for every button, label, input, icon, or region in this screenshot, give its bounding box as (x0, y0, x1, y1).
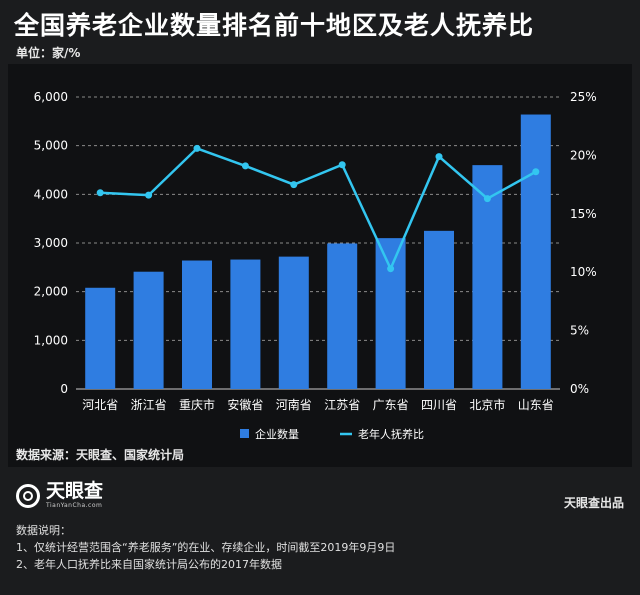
bar (472, 165, 503, 389)
data-source: 数据来源：天眼查、国家统计局 (16, 448, 185, 462)
y-right-tick-label: 15% (570, 207, 597, 221)
ratio-point (435, 153, 443, 161)
x-category-label: 山东省 (518, 398, 554, 412)
y-left-tick-label: 2,000 (34, 285, 68, 299)
y-right-tick-label: 10% (570, 265, 597, 279)
x-category-label: 安徽省 (227, 397, 263, 412)
y-left-tick-label: 3,000 (34, 236, 68, 250)
y-left-tick-label: 4,000 (34, 187, 68, 201)
y-left-tick-label: 5,000 (34, 139, 68, 153)
notes-line-1: 1、仅统计经营范围含“养老服务”的在业、存续企业，时间截至2019年9月9日 (16, 541, 396, 554)
x-category-label: 浙江省 (131, 398, 167, 412)
logo-domain: TianYanCha.com (46, 502, 103, 509)
chart: 0 1,000 2,000 3,000 4,000 5,000 6,000 0% 5% 10% 15… (34, 90, 597, 441)
ratio-point (145, 191, 153, 199)
bar (133, 271, 164, 389)
y-left-tick-label: 0 (60, 382, 68, 396)
ratio-point (483, 195, 491, 203)
eye-logo-icon (16, 483, 40, 508)
bar (327, 243, 358, 389)
bar (278, 256, 309, 389)
bar (424, 230, 454, 389)
ratio-line (100, 146, 537, 272)
x-category-label: 河南省 (276, 397, 312, 412)
notes-heading: 数据说明： (16, 524, 71, 537)
y-left-tick-label: 1,000 (34, 333, 68, 347)
data-notes: 数据说明： 1、仅统计经营范围含“养老服务”的在业、存续企业，时间截至2019年… (16, 522, 395, 573)
y-right-tick-label: 20% (570, 148, 597, 162)
x-category-label: 河北省 (82, 398, 118, 412)
unit-label: 单位：家/% (16, 46, 81, 60)
y-right-tick-label: 25% (570, 90, 597, 104)
ratio-point (290, 181, 298, 189)
bar (230, 259, 261, 389)
x-category-label: 江苏省 (324, 398, 360, 412)
ratio-point (387, 265, 395, 273)
legend-bar-swatch (240, 429, 249, 438)
tianyancha-logo: 天眼查 TianYanCha.com (16, 482, 103, 509)
x-category-label: 北京市 (469, 397, 505, 412)
notes-line-2: 2、老年人口抚养比来自国家统计局公布的2017年数据 (16, 558, 282, 571)
x-category-label: 重庆市 (179, 397, 215, 412)
y-left-tick-label: 6,000 (34, 90, 68, 104)
bar (375, 238, 406, 389)
bar (85, 287, 116, 389)
legend-line-label: 老年人抚养比 (358, 427, 424, 441)
legend-bar-label: 企业数量 (255, 427, 299, 441)
ratio-point (338, 161, 346, 169)
y-right-tick-label: 5% (570, 324, 589, 338)
ratio-point (193, 144, 201, 152)
ratio-point (532, 168, 540, 176)
ratio-point (241, 162, 249, 170)
x-category-label: 广东省 (373, 398, 409, 412)
ratio-point (96, 189, 104, 197)
bar (182, 260, 212, 389)
chart-title: 全国养老企业数量排名前十地区及老人抚养比 (14, 11, 535, 40)
logo-name: 天眼查 (46, 480, 104, 502)
publisher-label: 天眼查出品 (563, 496, 624, 510)
y-right-tick-label: 0% (570, 382, 589, 396)
bar (520, 114, 551, 389)
plot-area: 0 1,000 2,000 3,000 4,000 5,000 6,000 0% 5% 10% 15… (8, 64, 632, 467)
x-category-label: 四川省 (421, 398, 457, 412)
